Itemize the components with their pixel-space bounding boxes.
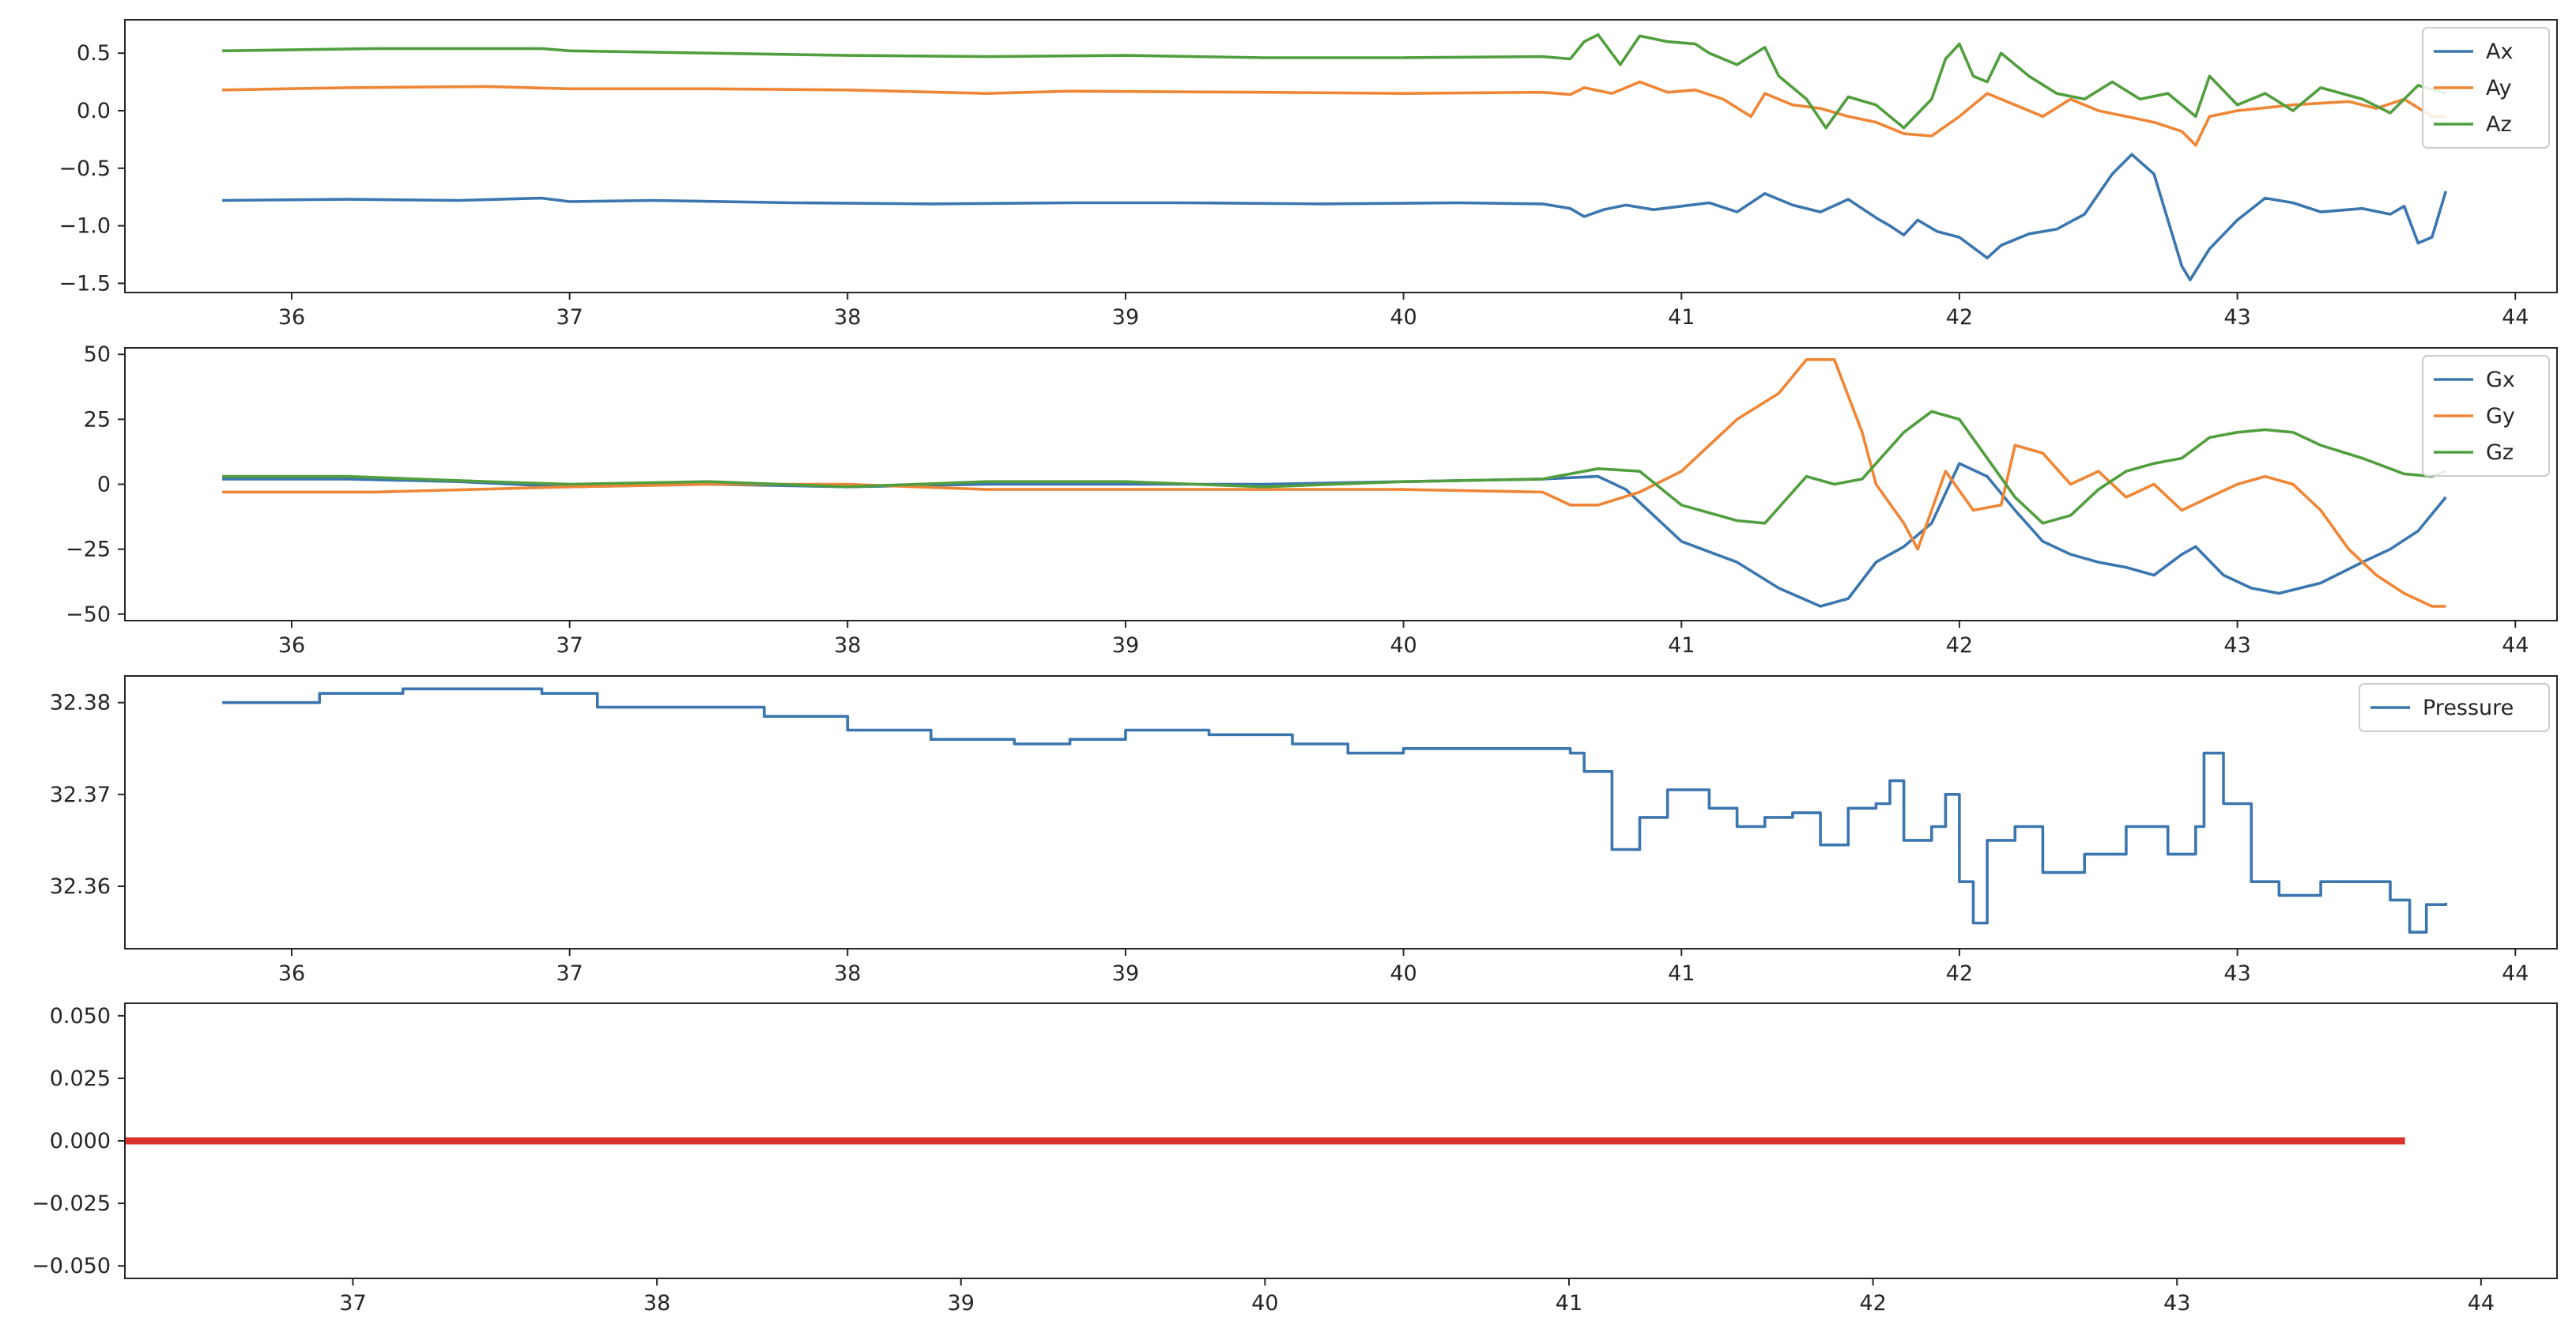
x-tick-label: 36	[278, 305, 305, 330]
panel-2: 36 37 38 39 40 41 42 43 44 −50 −25 0 25 50 Gx Gy Gz	[66, 342, 2558, 658]
x-tick-label: 38	[834, 305, 861, 330]
x-tick-label: 44	[2502, 961, 2529, 986]
x-tick-label: 42	[1946, 961, 1973, 986]
x-tick-label: 41	[1668, 961, 1695, 986]
panel-1: 36 37 38 39 40 41 42 43 44 −1.5 −1.0 −0.5 0.0 0.5 Ax Ay…	[58, 19, 2558, 330]
axes-frame	[124, 19, 2558, 293]
legend-label-ax: Ax	[2486, 40, 2513, 64]
y-tick-label: −1.0	[58, 214, 111, 239]
legend-label-gz: Gz	[2486, 440, 2514, 465]
legend-label-az: Az	[2486, 112, 2512, 137]
x-tick-label: 37	[556, 633, 583, 658]
x-tick-label: 41	[1668, 305, 1695, 330]
x-tick-label: 37	[556, 305, 583, 330]
legend-label-gx: Gx	[2486, 368, 2515, 392]
legend-label-ay: Ay	[2486, 76, 2512, 100]
legend: Ax Ay Az	[2422, 27, 2550, 149]
x-tick-label: 39	[1112, 633, 1139, 658]
series-line-ay	[222, 80, 2446, 147]
x-tick-label: 40	[1251, 1291, 1278, 1316]
x-tick-label: 43	[2223, 305, 2250, 330]
y-tick-label: 0.000	[50, 1129, 111, 1153]
x-tick-label: 42	[1859, 1291, 1886, 1316]
y-tick-label: 50	[84, 342, 111, 367]
x-tick-label: 41	[1668, 633, 1695, 658]
series-line-gx	[222, 462, 2447, 608]
x-tick-label: 38	[834, 961, 861, 986]
x-tick-label: 43	[2223, 961, 2250, 986]
series-line-pressure	[222, 687, 2448, 934]
x-tick-label: 44	[2502, 305, 2529, 330]
x-tick-label: 38	[643, 1291, 670, 1316]
x-tick-label: 39	[1112, 961, 1139, 986]
x-tick-label: 40	[1390, 961, 1416, 986]
x-tick-label: 44	[2502, 633, 2529, 658]
y-tick-label: 32.38	[50, 691, 111, 715]
x-tick-label: 44	[2468, 1291, 2495, 1316]
legend-box	[2359, 683, 2550, 732]
series-line-ax	[222, 153, 2448, 281]
legend: Pressure	[2359, 683, 2550, 732]
panel-4: 37 38 39 40 41 42 43 44 −0.050 −0.025 0.000 0.025 0.…	[32, 1002, 2558, 1316]
y-tick-label: −50	[66, 602, 111, 627]
y-tick-label: 32.37	[50, 783, 111, 807]
y-tick-label: −0.050	[32, 1254, 111, 1278]
x-tick-label: 42	[1946, 305, 1973, 330]
y-tick-label: −0.025	[32, 1191, 111, 1216]
series-line-az	[222, 33, 2446, 130]
x-tick-label: 37	[556, 961, 583, 986]
panel-3: 36 37 38 39 40 41 42 43 44 32.36 32.37 32.38 Pressur…	[50, 675, 2558, 986]
x-tick-label: 36	[278, 633, 305, 658]
legend: Gx Gy Gz	[2422, 355, 2550, 477]
y-tick-label: −1.5	[58, 271, 111, 296]
legend-box	[2422, 355, 2550, 477]
x-tick-label: 39	[948, 1291, 975, 1316]
x-tick-label: 41	[1556, 1291, 1582, 1316]
x-tick-label: 38	[834, 633, 861, 658]
x-tick-label: 37	[339, 1291, 366, 1316]
axes-frame	[124, 675, 2558, 950]
x-tick-label: 42	[1946, 633, 1973, 658]
y-tick-label: 0.025	[50, 1067, 111, 1091]
legend-label-pressure: Pressure	[2423, 696, 2514, 720]
x-tick-label: 40	[1390, 305, 1416, 330]
y-tick-label: 0	[97, 473, 111, 497]
y-tick-label: 25	[84, 407, 111, 432]
y-tick-label: 32.36	[50, 874, 111, 899]
x-tick-label: 40	[1390, 633, 1416, 658]
x-tick-label: 43	[2163, 1291, 2190, 1316]
x-tick-label: 36	[278, 961, 305, 986]
x-tick-label: 43	[2223, 633, 2250, 658]
y-tick-label: 0.5	[77, 41, 111, 66]
legend-box	[2422, 27, 2550, 149]
series-line-gz	[222, 410, 2446, 525]
legend-label-gy: Gy	[2486, 404, 2515, 429]
y-tick-label: 0.0	[77, 99, 111, 123]
x-tick-label: 39	[1112, 305, 1139, 330]
y-tick-label: 0.050	[50, 1004, 111, 1029]
y-tick-label: −25	[66, 538, 111, 562]
y-tick-label: −0.5	[58, 157, 111, 181]
series-line-gy	[222, 358, 2446, 608]
